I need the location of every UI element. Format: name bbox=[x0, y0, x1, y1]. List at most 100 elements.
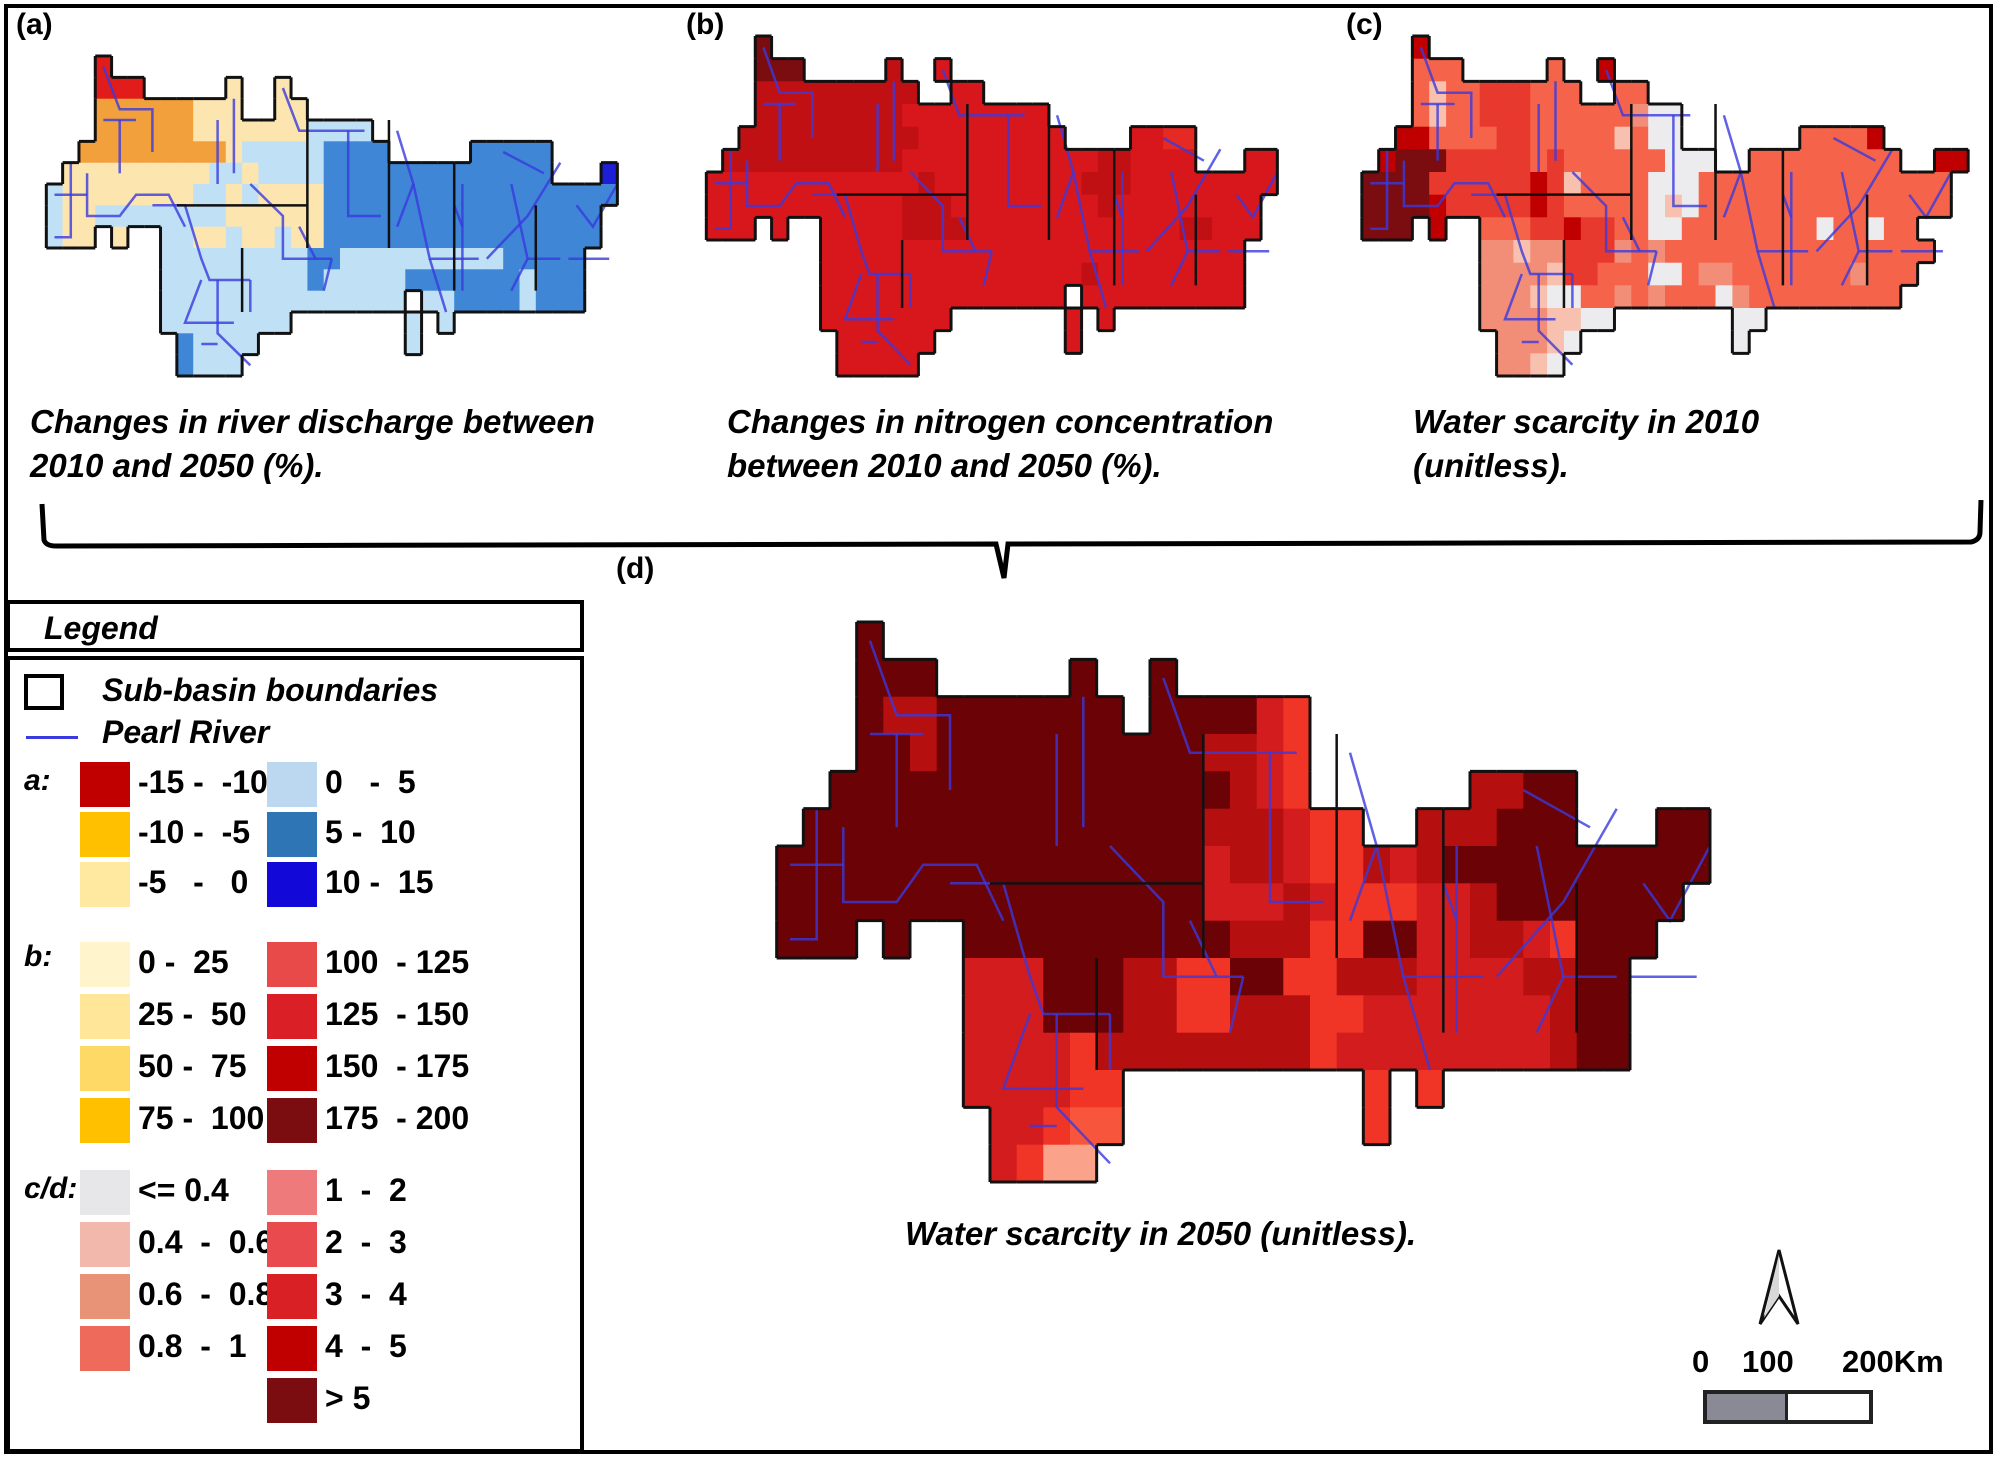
grid-cell bbox=[193, 98, 211, 121]
grid-cell bbox=[405, 226, 423, 249]
grid-cell bbox=[1150, 846, 1178, 884]
river-segment bbox=[1235, 171, 1279, 220]
grid-cell bbox=[1580, 240, 1599, 264]
river-segment bbox=[1535, 845, 1617, 978]
river-segment bbox=[762, 46, 814, 138]
grid-cell bbox=[1715, 194, 1733, 218]
grid-cell bbox=[910, 808, 938, 847]
grid-cell bbox=[1833, 194, 1851, 218]
grid-cell bbox=[421, 184, 439, 206]
grid-cell bbox=[225, 77, 243, 100]
grid-cell bbox=[1547, 285, 1565, 309]
grid-cell bbox=[1065, 308, 1083, 332]
grid-cell bbox=[1496, 285, 1514, 309]
grid-cell bbox=[1681, 285, 1700, 309]
grid-cell bbox=[1150, 808, 1178, 847]
grid-cell bbox=[1310, 958, 1338, 996]
grid-cell bbox=[1123, 958, 1151, 996]
river-segment bbox=[575, 183, 619, 229]
grid-cell bbox=[274, 269, 292, 292]
grid-cell bbox=[963, 696, 991, 735]
grid-cell bbox=[552, 290, 569, 313]
grid-cell bbox=[1032, 126, 1050, 150]
grid-cell bbox=[1597, 149, 1615, 173]
grid-cell bbox=[1631, 285, 1649, 309]
grid-cell bbox=[1470, 808, 1498, 847]
grid-cell bbox=[963, 883, 991, 922]
grid-cell bbox=[1000, 217, 1017, 241]
legend-swatch-b-5 bbox=[267, 994, 317, 1039]
grid-cell bbox=[902, 194, 919, 218]
grid-cell bbox=[1683, 808, 1711, 847]
grid-cell bbox=[1163, 194, 1181, 218]
grid-cell bbox=[1850, 126, 1868, 150]
grid-cell bbox=[1496, 104, 1514, 128]
grid-cell bbox=[963, 771, 991, 810]
legend-label-cd-8: > 5 bbox=[325, 1380, 371, 1416]
grid-cell bbox=[486, 269, 504, 292]
river-segment bbox=[1535, 976, 1565, 1034]
grid-cell bbox=[1195, 194, 1213, 218]
grid-cell bbox=[1123, 1032, 1151, 1071]
pearl-river-network bbox=[790, 640, 1712, 1165]
grid-cell bbox=[830, 771, 858, 810]
grid-cell bbox=[787, 104, 805, 128]
grid-cell bbox=[323, 162, 341, 185]
grid-cell bbox=[1244, 217, 1262, 241]
grid-cell bbox=[1412, 126, 1430, 150]
grid-cell bbox=[1176, 883, 1204, 922]
grid-cell bbox=[1530, 353, 1548, 377]
grid-cell bbox=[1580, 262, 1599, 286]
grid-cell bbox=[274, 120, 292, 142]
grid-cell bbox=[1203, 808, 1231, 847]
grid-cell bbox=[836, 353, 854, 377]
grid-cell bbox=[856, 734, 884, 772]
grid-cell bbox=[869, 240, 887, 264]
grid-cell bbox=[111, 226, 129, 249]
sub-basin-boundaries bbox=[775, 620, 1712, 1184]
river-segment bbox=[102, 66, 154, 152]
grid-cell bbox=[1032, 104, 1050, 128]
grid-cell bbox=[160, 205, 178, 228]
grid-cell bbox=[160, 269, 178, 292]
grid-cell bbox=[1065, 217, 1083, 241]
grid-cell bbox=[1195, 285, 1213, 309]
grid-cell bbox=[225, 205, 243, 228]
grid-cell bbox=[1576, 920, 1604, 959]
grid-cell bbox=[1081, 285, 1099, 309]
grid-cell bbox=[1390, 1032, 1418, 1071]
grid-cell bbox=[372, 205, 390, 228]
legend-swatch-a-4 bbox=[267, 812, 317, 857]
grid-cell bbox=[1070, 846, 1098, 884]
grid-cell bbox=[918, 308, 936, 332]
grid-cell bbox=[1016, 262, 1034, 286]
grid-cell bbox=[1336, 958, 1364, 996]
grid-cell bbox=[405, 248, 423, 270]
grid-cell bbox=[836, 149, 854, 173]
grid-cell bbox=[1363, 958, 1391, 996]
grid-cell bbox=[1867, 149, 1885, 173]
grid-cell bbox=[1416, 846, 1444, 884]
grid-cell bbox=[1614, 285, 1632, 309]
grid-cells bbox=[1361, 36, 1969, 377]
grid-cell bbox=[1563, 149, 1582, 173]
grid-cell bbox=[258, 248, 276, 270]
grid-cell bbox=[1043, 846, 1071, 884]
grid-cell bbox=[176, 98, 194, 121]
grid-cell bbox=[934, 262, 952, 286]
grid-cell bbox=[983, 149, 1001, 173]
grid-cell bbox=[1547, 58, 1565, 82]
grid-cell bbox=[1283, 696, 1311, 735]
grid-cell bbox=[372, 226, 390, 249]
grid-cell bbox=[242, 141, 259, 164]
grid-cell bbox=[372, 184, 390, 206]
grid-cell bbox=[910, 883, 938, 922]
caption-c: Water scarcity in 2010 (unitless). bbox=[1413, 403, 1760, 484]
grid-cell bbox=[323, 141, 341, 164]
caption-a: Changes in river discharge between 2010 … bbox=[30, 403, 595, 484]
grid-cell bbox=[771, 58, 789, 82]
grid-cell bbox=[437, 226, 455, 249]
grid-cell bbox=[1462, 149, 1481, 173]
grid-cell bbox=[486, 226, 504, 249]
grid-cell bbox=[1850, 285, 1868, 309]
